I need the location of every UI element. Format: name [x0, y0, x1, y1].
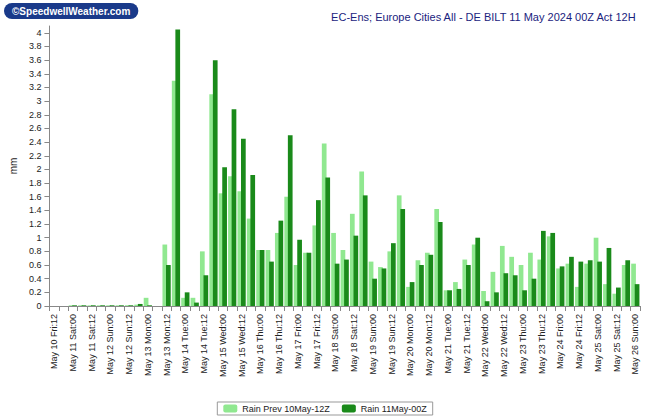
svg-text:May 12 Sun:00: May 12 Sun:00	[105, 314, 115, 375]
svg-text:4: 4	[36, 28, 41, 38]
svg-text:1.2: 1.2	[29, 219, 42, 229]
svg-text:1.4: 1.4	[29, 205, 42, 215]
svg-text:1.8: 1.8	[29, 178, 42, 188]
svg-text:May 11 Sat:12: May 11 Sat:12	[87, 314, 97, 371]
svg-text:2.2: 2.2	[29, 151, 42, 161]
svg-text:EC-Ens; Europe Cities All - DE: EC-Ens; Europe Cities All - DE BILT 11 M…	[331, 11, 636, 23]
svg-text:May 18 Sat:00: May 18 Sat:00	[330, 314, 340, 372]
svg-text:May 21 Tue:12: May 21 Tue:12	[462, 314, 472, 374]
svg-text:May 23 Thu:00: May 23 Thu:00	[518, 314, 528, 374]
svg-text:1: 1	[36, 233, 41, 243]
svg-text:3.4: 3.4	[29, 69, 42, 79]
svg-text:May 20 Mon:12: May 20 Mon:12	[424, 314, 434, 376]
svg-text:3.6: 3.6	[29, 55, 42, 65]
svg-text:May 25 Sat:12: May 25 Sat:12	[612, 314, 622, 372]
svg-text:May 21 Tue:00: May 21 Tue:00	[443, 314, 453, 374]
svg-text:May 13 Mon:00: May 13 Mon:00	[143, 314, 153, 376]
svg-text:3.8: 3.8	[29, 41, 42, 51]
svg-text:May 14 Tue:12: May 14 Tue:12	[199, 314, 209, 374]
svg-text:©SpeedwellWeather.com: ©SpeedwellWeather.com	[12, 6, 130, 17]
svg-text:0.8: 0.8	[29, 246, 42, 256]
svg-text:May 16 Thu:12: May 16 Thu:12	[274, 314, 284, 374]
svg-text:May 23 Thu:12: May 23 Thu:12	[537, 314, 547, 374]
svg-text:May 15 Wed:12: May 15 Wed:12	[237, 314, 247, 377]
svg-text:2.8: 2.8	[29, 110, 42, 120]
svg-text:May 17 Fri:12: May 17 Fri:12	[312, 314, 322, 369]
svg-text:2.6: 2.6	[29, 123, 42, 133]
svg-text:3: 3	[36, 96, 41, 106]
svg-text:Rain 11May-00Z: Rain 11May-00Z	[361, 404, 427, 414]
svg-text:May 17 Fri:00: May 17 Fri:00	[293, 314, 303, 369]
svg-text:May 18 Sat:12: May 18 Sat:12	[349, 314, 359, 372]
svg-text:May 25 Sat:00: May 25 Sat:00	[593, 314, 603, 372]
svg-text:0.2: 0.2	[29, 287, 42, 297]
svg-text:1.6: 1.6	[29, 192, 42, 202]
svg-text:May 10 Fri:12: May 10 Fri:12	[49, 314, 59, 369]
svg-text:May 20 Mon:00: May 20 Mon:00	[405, 314, 415, 376]
svg-text:May 15 Wed:00: May 15 Wed:00	[218, 314, 228, 377]
svg-text:0.4: 0.4	[29, 274, 42, 284]
svg-text:May 26 Sun:00: May 26 Sun:00	[630, 314, 640, 375]
svg-text:May 19 Sun:12: May 19 Sun:12	[387, 314, 397, 375]
svg-text:2.4: 2.4	[29, 137, 42, 147]
svg-text:2: 2	[36, 164, 41, 174]
svg-text:3.2: 3.2	[29, 82, 42, 92]
svg-text:Rain Prev 10May-12Z: Rain Prev 10May-12Z	[242, 404, 330, 414]
svg-text:May 24 Fri:00: May 24 Fri:00	[555, 314, 565, 369]
svg-text:May 16 Thu:00: May 16 Thu:00	[255, 314, 265, 374]
svg-text:May 13 Mon:12: May 13 Mon:12	[162, 314, 172, 376]
svg-text:0: 0	[36, 301, 41, 311]
svg-text:May 11 Sat:00: May 11 Sat:00	[68, 314, 78, 371]
svg-text:May 24 Fri:12: May 24 Fri:12	[574, 314, 584, 369]
svg-text:May 12 Sun:12: May 12 Sun:12	[124, 314, 134, 375]
svg-text:May 22 Wed:12: May 22 Wed:12	[499, 314, 509, 377]
svg-text:0.6: 0.6	[29, 260, 42, 270]
svg-text:mm: mm	[8, 158, 19, 175]
svg-text:May 19 Sun:00: May 19 Sun:00	[368, 314, 378, 375]
svg-text:May 14 Tue:00: May 14 Tue:00	[180, 314, 190, 374]
svg-text:May 22 Wed:00: May 22 Wed:00	[480, 314, 490, 377]
